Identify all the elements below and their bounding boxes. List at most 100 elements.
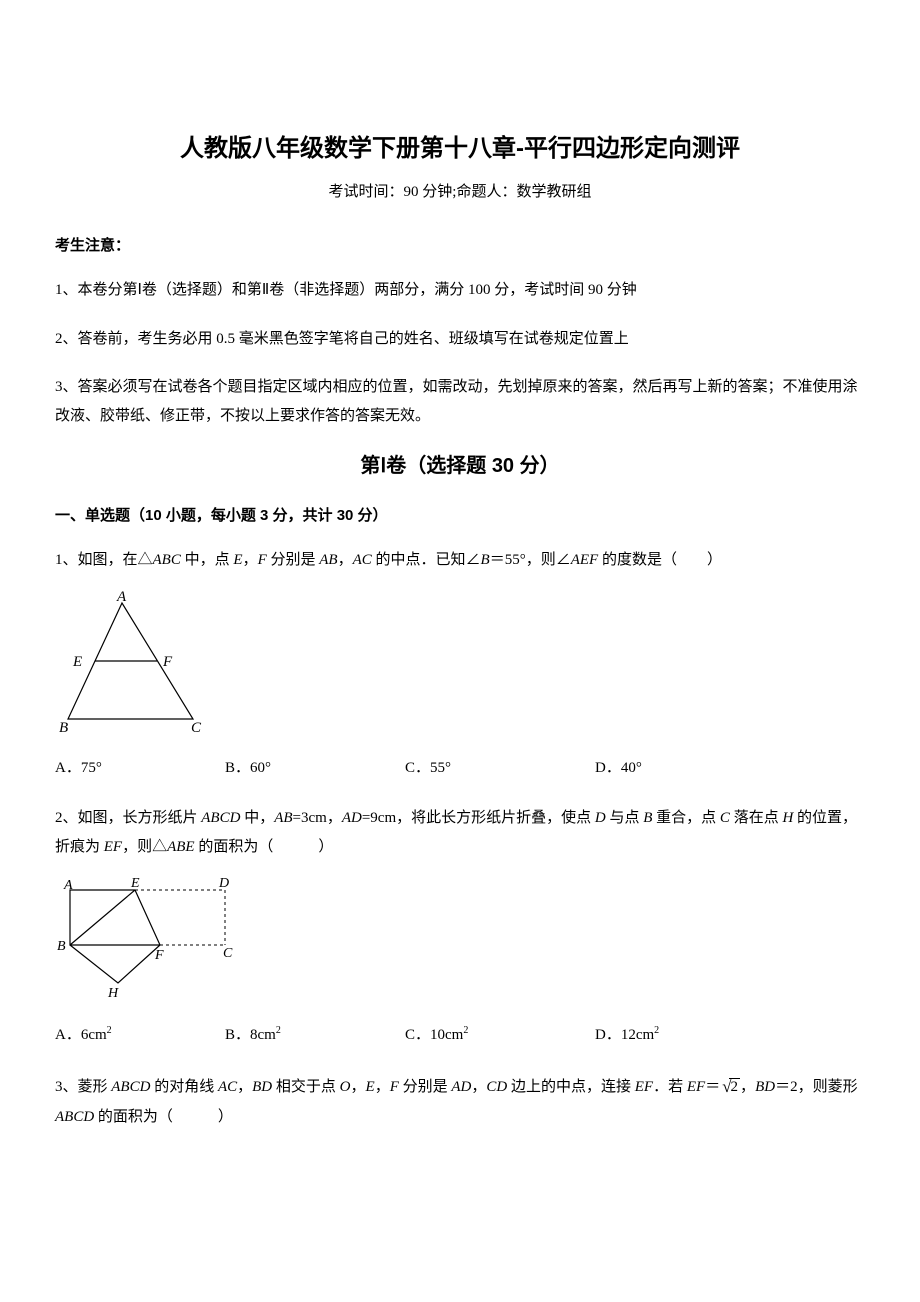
var: ABCD [111,1079,150,1095]
text: 分别是 [267,552,320,568]
text: ， [338,552,353,568]
sup: 2 [107,1025,112,1036]
text: 的对角线 [150,1079,218,1095]
text: 中，点 [181,552,234,568]
radicand: 2 [729,1078,741,1095]
text: ＝55°，则∠ [490,552,571,568]
page-title: 人教版八年级数学下册第十八章-平行四边形定向测评 [55,130,865,168]
var: ABE [167,839,195,855]
text: 落在点 [730,810,783,826]
notice-header: 考生注意： [55,234,865,258]
text: ＝2，则菱形 [775,1079,858,1095]
text: ， [237,1079,252,1095]
sup: 2 [463,1025,468,1036]
text: ， [243,552,258,568]
text: B．8cm [225,1027,276,1043]
var: B [481,552,490,568]
text: 分别是 [399,1079,452,1095]
text: 重合，点 [652,810,720,826]
option-b[interactable]: B．8cm2 [225,1023,405,1047]
text: 相交于点 [272,1079,340,1095]
triangle-diagram: A E F B C [55,589,205,734]
text: ．若 [653,1079,687,1095]
label-b: B [57,939,66,954]
sup: 2 [654,1025,659,1036]
var: AD [451,1079,471,1095]
text: A．6cm [55,1027,107,1043]
text: =3cm， [293,810,342,826]
var: O [340,1079,351,1095]
text: ，则△ [122,839,167,855]
text: =9cm，将此长方形纸片折叠，使点 [362,810,595,826]
text: ＝ [705,1079,720,1095]
text: ， [740,1079,755,1095]
question-3-stem: 3、菱形 ABCD 的对角线 AC，BD 相交于点 O，E，F 分别是 AD，C… [55,1071,865,1132]
text: 的中点．已知∠ [372,552,481,568]
var: AD [342,810,362,826]
var: H [782,810,793,826]
var: C [720,810,730,826]
option-d[interactable]: D．40° [595,756,642,780]
var: AEF [571,552,599,568]
label-f: F [162,654,173,670]
var: F [390,1079,399,1095]
var: AC [353,552,372,568]
sup: 2 [276,1025,281,1036]
question-1-stem: 1、如图，在△ABC 中，点 E，F 分别是 AB，AC 的中点．已知∠B＝55… [55,546,865,575]
text: 中， [240,810,274,826]
text: D．12cm [595,1027,654,1043]
var: AB [274,810,292,826]
question-1-options: A．75° B．60° C．55° D．40° [55,756,865,780]
label-e: E [72,654,82,670]
var: EF [635,1079,653,1095]
question-2-stem: 2、如图，长方形纸片 ABCD 中，AB=3cm，AD=9cm，将此长方形纸片折… [55,804,865,861]
label-f: F [154,948,164,963]
text: 的度数是（ ） [598,552,722,568]
text: 的面积为（ ） [195,839,334,855]
notice-item: 3、答案必须写在试卷各个题目指定区域内相应的位置，如需改动，先划掉原来的答案，然… [55,373,865,430]
var: F [258,552,267,568]
var: D [595,810,606,826]
section-header: 一、单选题（10 小题，每小题 3 分，共计 30 分） [55,504,865,528]
var: ABCD [201,810,240,826]
page-subtitle: 考试时间：90 分钟;命题人：数学教研组 [55,180,865,204]
label-b: B [59,720,68,734]
text: 边上的中点，连接 [507,1079,635,1095]
question-1-figure: A E F B C [55,589,865,743]
part-header: 第Ⅰ卷（选择题 30 分） [55,450,865,482]
sqrt-icon: √2 [720,1071,740,1103]
text: ， [351,1079,366,1095]
label-e: E [130,876,140,891]
text: 与点 [606,810,644,826]
var: CD [486,1079,507,1095]
text: 的面积为（ ） [94,1109,233,1125]
notice-item: 2、答卷前，考生务必用 0.5 毫米黑色签字笔将自己的姓名、班级填写在试卷规定位… [55,325,865,354]
var: EF [687,1079,705,1095]
text: 1、如图，在△ [55,552,153,568]
notice-item: 1、本卷分第Ⅰ卷（选择题）和第Ⅱ卷（非选择题）两部分，满分 100 分，考试时间… [55,276,865,305]
option-a[interactable]: A．75° [55,756,225,780]
text: 2、如图，长方形纸片 [55,810,201,826]
var: EF [104,839,122,855]
text: C．10cm [405,1027,463,1043]
label-d: D [218,876,229,891]
question-2-figure: A E D B F C H [55,875,865,1009]
var: E [366,1079,375,1095]
var: ABCD [55,1109,94,1125]
var: BD [755,1079,775,1095]
option-b[interactable]: B．60° [225,756,405,780]
var: AB [319,552,337,568]
var: AC [218,1079,237,1095]
var: ABC [153,552,181,568]
option-c[interactable]: C．55° [405,756,595,780]
option-a[interactable]: A．6cm2 [55,1023,225,1047]
var: BD [252,1079,272,1095]
text: ， [471,1079,486,1095]
label-c: C [191,720,202,734]
option-d[interactable]: D．12cm2 [595,1023,659,1047]
text: ， [375,1079,390,1095]
fold-diagram: A E D B F C H [55,875,235,1000]
text: 3、菱形 [55,1079,111,1095]
option-c[interactable]: C．10cm2 [405,1023,595,1047]
label-a: A [116,589,127,605]
